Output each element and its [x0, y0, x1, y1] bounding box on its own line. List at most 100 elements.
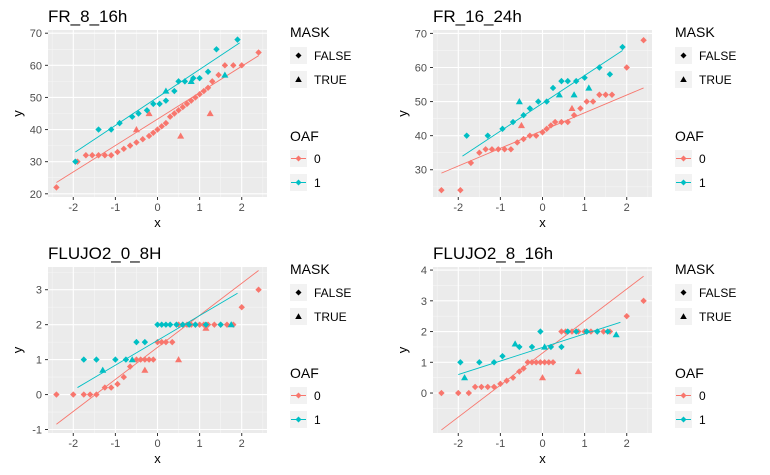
data-point-oaf-1: [173, 321, 180, 328]
data-point-oaf-0: [101, 152, 109, 159]
data-point-oaf-0: [162, 338, 170, 346]
data-point-oaf-1: [535, 98, 542, 105]
data-point-oaf-0: [177, 132, 185, 139]
data-point-oaf-0: [200, 87, 208, 95]
fit-line-oaf-1: [75, 42, 240, 153]
data-point-oaf-0: [196, 91, 203, 98]
data-point-oaf-1: [162, 97, 170, 104]
data-point-oaf-1: [604, 328, 611, 335]
legend-mask-label: TRUE: [699, 73, 732, 87]
data-point-oaf-1: [141, 338, 149, 346]
data-point-oaf-0: [150, 129, 157, 136]
data-point-oaf-1: [217, 321, 224, 328]
legend-oaf-label: 1: [699, 176, 706, 190]
data-point-oaf-1: [213, 46, 220, 53]
legend-oaf-label: 0: [314, 389, 321, 403]
legend-diamond-icon: [295, 392, 302, 399]
data-point-oaf-1: [594, 328, 601, 335]
y-axis-label: y: [10, 110, 25, 117]
legend-diamond-icon: [680, 179, 687, 186]
data-point-oaf-1: [99, 366, 107, 373]
data-point-oaf-0: [503, 377, 510, 384]
y-tick-label: 70: [30, 28, 42, 40]
data-point-oaf-0: [255, 286, 262, 293]
data-point-oaf-1: [150, 100, 157, 108]
x-tick-label: 0: [154, 202, 160, 214]
data-point-oaf-0: [478, 383, 485, 391]
data-point-oaf-0: [438, 186, 445, 194]
data-point-oaf-1: [129, 113, 136, 120]
legend-mask-label: FALSE: [699, 286, 736, 300]
data-point-oaf-1: [558, 77, 565, 85]
legend-diamond-icon: [680, 392, 687, 399]
data-point-oaf-0: [175, 356, 183, 363]
data-point-oaf-0: [137, 356, 144, 363]
data-point-oaf-0: [467, 159, 475, 167]
data-point-oaf-0: [255, 49, 262, 56]
y-tick-label: 60: [415, 62, 427, 74]
data-point-oaf-1: [80, 356, 87, 363]
data-point-oaf-1: [583, 328, 590, 335]
data-point-oaf-0: [141, 356, 149, 363]
data-point-oaf-0: [107, 384, 115, 391]
x-tick-label: 0: [539, 202, 545, 214]
x-axis-label: x: [154, 215, 161, 230]
data-point-oaf-0: [171, 110, 178, 117]
y-tick-label: 30: [415, 165, 427, 177]
data-layer: [53, 36, 262, 191]
y-tick-label: 70: [415, 28, 427, 40]
data-point-oaf-0: [120, 373, 128, 381]
data-point-oaf-1: [192, 321, 199, 328]
y-tick-label: 50: [30, 92, 42, 104]
data-point-oaf-1: [461, 374, 469, 381]
data-point-oaf-0: [204, 84, 212, 92]
data-point-oaf-1: [484, 132, 491, 139]
data-point-oaf-1: [499, 125, 506, 133]
chart-facet: FR_8_16h -2 -1 0 1 2 20 30 40 50 60 70 x y MASK FALSE TR…: [10, 7, 351, 230]
legend-mask-title: MASK: [675, 261, 715, 277]
legend-oaf-label: 0: [699, 389, 706, 403]
data-point-oaf-0: [154, 338, 161, 346]
legend-oaf-label: 0: [699, 152, 706, 166]
data-point-oaf-0: [175, 107, 182, 114]
y-tick-label: 3: [36, 285, 42, 297]
y-tick-label: 2: [421, 327, 427, 339]
chart-title: FLUJO2_8_16h: [433, 244, 553, 263]
data-point-oaf-0: [238, 303, 245, 311]
data-point-oaf-0: [141, 366, 149, 373]
legend-oaf-title: OAF: [290, 128, 319, 144]
data-point-oaf-0: [114, 380, 121, 388]
legend-mask-title: MASK: [290, 24, 330, 40]
data-point-oaf-0: [538, 374, 547, 381]
legend-oaf-title: OAF: [675, 365, 704, 381]
y-tick-label: 2: [36, 320, 42, 332]
data-point-oaf-0: [192, 94, 199, 101]
data-point-oaf-1: [128, 356, 136, 363]
data-point-oaf-1: [107, 126, 115, 133]
y-tick-label: 50: [415, 97, 427, 109]
data-point-oaf-1: [511, 340, 519, 347]
data-point-oaf-1: [175, 78, 182, 85]
data-point-oaf-1: [196, 74, 203, 82]
data-point-oaf-0: [543, 125, 550, 133]
data-point-oaf-1: [221, 71, 229, 78]
y-axis-label: y: [395, 346, 410, 353]
legend-mask-label: TRUE: [699, 310, 732, 324]
y-tick-label: 40: [30, 125, 42, 137]
data-point-oaf-1: [202, 321, 210, 328]
y-tick-label: 30: [30, 157, 42, 169]
legend-diamond-icon: [295, 179, 302, 186]
data-point-oaf-0: [139, 135, 146, 143]
legend-diamond-icon: [680, 289, 687, 296]
data-point-oaf-0: [497, 380, 504, 388]
x-tick-label: -1: [110, 202, 120, 214]
data-point-oaf-0: [132, 126, 140, 133]
x-axis-label: x: [539, 451, 546, 466]
data-point-oaf-1: [541, 343, 549, 350]
data-point-oaf-1: [543, 98, 550, 105]
legend-oaf-label: 1: [314, 176, 321, 190]
legend-mask-label: TRUE: [314, 73, 347, 87]
data-point-oaf-0: [568, 104, 576, 112]
data-point-oaf-0: [145, 109, 153, 117]
data-point-oaf-0: [514, 139, 521, 146]
